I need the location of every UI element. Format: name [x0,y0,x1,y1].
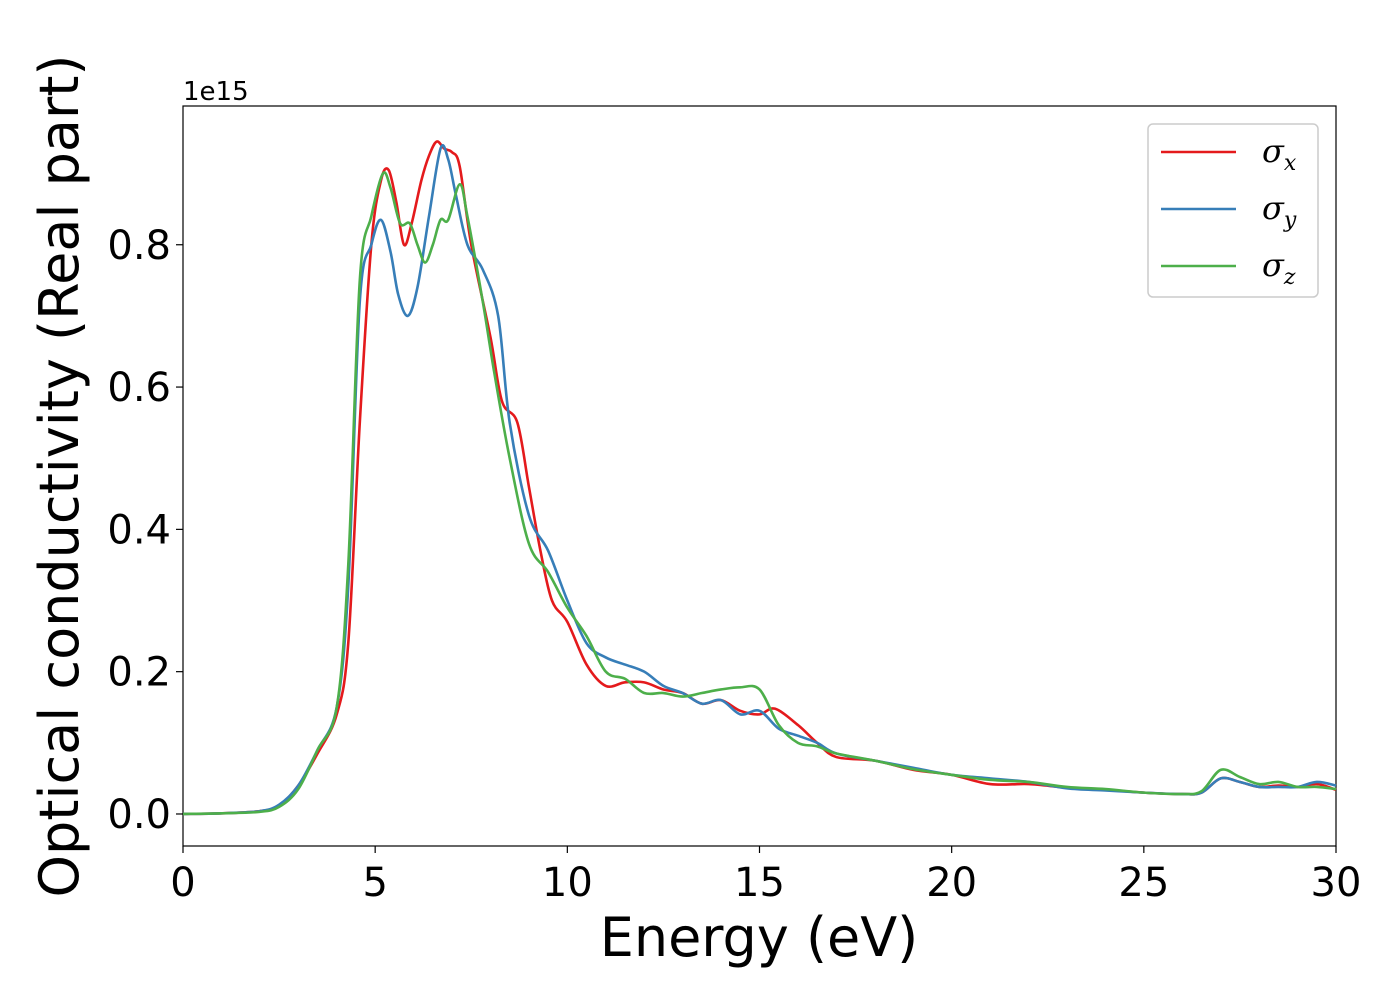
y-axis-title: Optical conductivity (Real part) [28,55,91,898]
y-tick-label: 0.6 [107,365,171,411]
x-tick-label: 0 [170,860,195,906]
y-tick-label: 0.4 [107,507,171,553]
x-tick-label: 25 [1118,860,1169,906]
x-axis-title: Energy (eV) [600,906,919,969]
x-tick-label: 5 [362,860,387,906]
x-tick-label: 20 [926,860,977,906]
y-axis: 0.0 0.2 0.4 0.6 0.8 [107,223,183,838]
x-tick-label: 30 [1311,860,1362,906]
y-tick-label: 0.2 [107,650,171,696]
y-tick-label: 0.8 [107,223,171,269]
y-tick-label: 0.0 [107,792,171,838]
x-tick-label: 15 [734,860,785,906]
y-offset-label: 1e15 [183,77,249,107]
x-tick-label: 10 [542,860,593,906]
x-axis: 0 5 10 15 20 25 30 [170,846,1361,906]
